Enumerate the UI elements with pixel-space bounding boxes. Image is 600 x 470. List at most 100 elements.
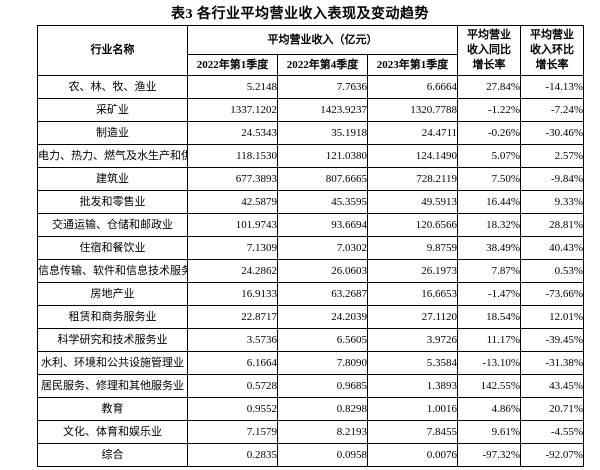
growth-rate-cell: -9.84% (520, 167, 585, 191)
table-row: 制造业 24.5343 35.1918 24.4711 -0.26% -30.46% (37, 121, 585, 145)
growth-rate-cell: -30.46% (520, 121, 585, 145)
growth-rate-cell: 7.50% (457, 167, 522, 191)
revenue-value-cell: 42.5879 (187, 190, 278, 214)
revenue-value-cell: 0.8298 (277, 397, 368, 421)
revenue-value-cell: 3.5736 (187, 328, 278, 352)
table-row: 信息传输、软件和信息技术服务业 24.2862 26.0603 26.1973 7.87… (37, 259, 585, 283)
table-row: 综合 0.2835 0.0958 0.0076 -97.32% -92.07% (37, 443, 585, 467)
industry-name-cell: 制造业 (37, 121, 188, 145)
table-row: 居民服务、修理和其他服务业 0.5728 0.9685 1.3893 142.55% 43… (37, 374, 585, 398)
header-row-top: 行业名称 平均营业收入（亿元） 平均营业 收入同比 增长率 平均营业 收入环比 … (37, 25, 585, 76)
table-row: 文化、体育和娱乐业 7.1579 8.2193 7.8455 9.61% -4.55% (37, 420, 585, 444)
revenue-value-cell: 45.3595 (277, 190, 368, 214)
growth-rate-cell: 5.07% (457, 144, 522, 168)
revenue-value-cell: 6.6664 (366, 75, 459, 99)
revenue-value-cell: 0.0076 (366, 443, 459, 467)
revenue-value-cell: 16.9133 (187, 282, 278, 306)
table-row: 批发和零售业 42.5879 45.3595 49.5913 16.44% 9.33% (37, 190, 585, 214)
revenue-value-cell: 7.8455 (366, 420, 459, 444)
growth-rate-cell: 12.01% (520, 305, 585, 329)
revenue-value-cell: 16.6653 (366, 282, 459, 306)
revenue-value-cell: 101.9743 (187, 213, 278, 237)
revenue-value-cell: 677.3893 (187, 167, 278, 191)
revenue-value-cell: 1.0016 (366, 397, 459, 421)
growth-rate-cell: 43.45% (520, 374, 585, 398)
revenue-value-cell: 7.1309 (187, 236, 278, 260)
revenue-value-cell: 3.9726 (366, 328, 459, 352)
table-row: 租赁和商务服务业 22.8717 24.2039 27.1120 18.54% 12.01… (37, 305, 585, 329)
growth-rate-cell: -0.26% (457, 121, 522, 145)
growth-rate-cell: 16.44% (457, 190, 522, 214)
growth-rate-cell: 28.81% (520, 213, 585, 237)
revenue-value-cell: 807.6665 (277, 167, 368, 191)
growth-rate-cell: 7.87% (457, 259, 522, 283)
revenue-value-cell: 7.1579 (187, 420, 278, 444)
revenue-value-cell: 124.1490 (366, 144, 459, 168)
growth-rate-cell: -14.13% (520, 75, 585, 99)
table-body: 农、林、牧、渔业 5.2148 7.7636 6.6664 27.84% -14.13% 采… (37, 75, 585, 467)
growth-rate-cell: 4.86% (457, 397, 522, 421)
revenue-value-cell: 7.7636 (277, 75, 368, 99)
growth-rate-cell: -92.07% (520, 443, 585, 467)
industry-name-cell: 电力、热力、燃气及水生产和供应业 (37, 144, 188, 168)
growth-rate-cell: 9.61% (457, 420, 522, 444)
header-industry-name: 行业名称 (37, 25, 188, 76)
revenue-value-cell: 35.1918 (277, 121, 368, 145)
revenue-value-cell: 7.8090 (277, 351, 368, 375)
revenue-value-cell: 728.2119 (366, 167, 459, 191)
revenue-value-cell: 24.4711 (366, 121, 459, 145)
revenue-value-cell: 5.2148 (187, 75, 278, 99)
header-qoq-growth: 平均营业 收入环比 增长率 (520, 25, 585, 76)
growth-rate-cell: 38.49% (457, 236, 522, 260)
revenue-value-cell: 27.1120 (366, 305, 459, 329)
revenue-value-cell: 121.0380 (277, 144, 368, 168)
header-quarter-2022q4: 2022年第4季度 (277, 54, 368, 76)
growth-rate-cell: 11.17% (457, 328, 522, 352)
table-row: 教育 0.9552 0.8298 1.0016 4.86% 20.71% (37, 397, 585, 421)
growth-rate-cell: 18.32% (457, 213, 522, 237)
growth-rate-cell: -13.10% (457, 351, 522, 375)
industry-name-cell: 文化、体育和娱乐业 (37, 420, 188, 444)
header-quarter-2023q1: 2023年第1季度 (366, 54, 459, 76)
revenue-value-cell: 93.6694 (277, 213, 368, 237)
growth-rate-cell: -73.66% (520, 282, 585, 306)
growth-rate-cell: -31.38% (520, 351, 585, 375)
growth-rate-cell: -39.45% (520, 328, 585, 352)
industry-name-cell: 批发和零售业 (37, 190, 188, 214)
industry-name-cell: 科学研究和技术服务业 (37, 328, 188, 352)
table-row: 电力、热力、燃气及水生产和供应业118.1530121.0380124.1490… (37, 144, 585, 168)
industry-name-cell: 采矿业 (37, 98, 188, 122)
industry-name-cell: 教育 (37, 397, 188, 421)
revenue-value-cell: 118.1530 (187, 144, 278, 168)
table-title: 表3 各行业平均营业收入表现及变动趋势 (171, 7, 429, 22)
revenue-value-cell: 26.0603 (277, 259, 368, 283)
revenue-value-cell: 0.2835 (187, 443, 278, 467)
table-row: 采矿业 1337.1202 1423.9237 1320.7788 -1.22% -7.2… (37, 98, 585, 122)
growth-rate-cell: 142.55% (457, 374, 522, 398)
industry-name-cell: 信息传输、软件和信息技术服务业 (37, 259, 188, 283)
industry-name-cell: 综合 (37, 443, 188, 467)
header-revenue-group: 平均营业收入（亿元） (186, 25, 459, 55)
revenue-value-cell: 63.2687 (277, 282, 368, 306)
revenue-value-cell: 0.9685 (277, 374, 368, 398)
revenue-value-cell: 6.1664 (187, 351, 278, 375)
header-yoy-growth: 平均营业 收入同比 增长率 (457, 25, 522, 76)
growth-rate-cell: 40.43% (520, 236, 585, 260)
industry-name-cell: 居民服务、修理和其他服务业 (37, 374, 188, 398)
table-row: 水利、环境和公共设施管理业 6.1664 7.8090 5.3584 -13.10% -3… (37, 351, 585, 375)
revenue-value-cell: 24.2039 (277, 305, 368, 329)
industry-name-cell: 农、林、牧、渔业 (37, 75, 188, 99)
revenue-value-cell: 120.6566 (366, 213, 459, 237)
growth-rate-cell: -1.22% (457, 98, 522, 122)
table-row: 科学研究和技术服务业 3.5736 6.5605 3.9726 11.17% -39.45… (37, 328, 585, 352)
revenue-value-cell: 9.8759 (366, 236, 459, 260)
header-quarter-2022q1: 2022年第1季度 (187, 54, 278, 76)
revenue-value-cell: 24.5343 (187, 121, 278, 145)
industry-name-cell: 水利、环境和公共设施管理业 (37, 351, 188, 375)
growth-rate-cell: -7.24% (520, 98, 585, 122)
industry-name-cell: 房地产业 (37, 282, 188, 306)
revenue-value-cell: 0.0958 (277, 443, 368, 467)
revenue-value-cell: 8.2193 (277, 420, 368, 444)
growth-rate-cell: 2.57% (520, 144, 585, 168)
